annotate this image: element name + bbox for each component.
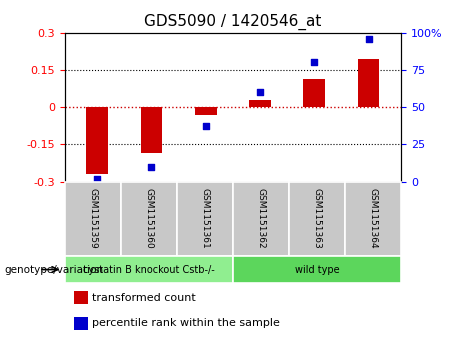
Bar — [249, 100, 271, 107]
Point — [94, 176, 101, 182]
Text: GSM1151363: GSM1151363 — [313, 188, 321, 249]
Text: GSM1151361: GSM1151361 — [200, 188, 209, 249]
Bar — [86, 107, 108, 174]
Text: genotype/variation: genotype/variation — [5, 265, 104, 274]
Point — [148, 164, 155, 170]
Point — [202, 123, 209, 129]
Text: GSM1151360: GSM1151360 — [144, 188, 153, 249]
Bar — [303, 78, 325, 107]
Text: GSM1151362: GSM1151362 — [256, 188, 266, 249]
Text: GSM1151359: GSM1151359 — [88, 188, 97, 249]
Bar — [141, 107, 162, 153]
Text: GSM1151364: GSM1151364 — [368, 188, 378, 249]
Point — [256, 89, 264, 95]
Point — [311, 60, 318, 65]
Bar — [195, 107, 217, 115]
Text: transformed count: transformed count — [92, 293, 196, 303]
Title: GDS5090 / 1420546_at: GDS5090 / 1420546_at — [144, 14, 321, 30]
Text: percentile rank within the sample: percentile rank within the sample — [92, 318, 280, 328]
Point — [365, 36, 372, 41]
Text: cystatin B knockout Cstb-/-: cystatin B knockout Cstb-/- — [83, 265, 214, 274]
Text: wild type: wild type — [295, 265, 339, 274]
Bar — [358, 59, 379, 107]
